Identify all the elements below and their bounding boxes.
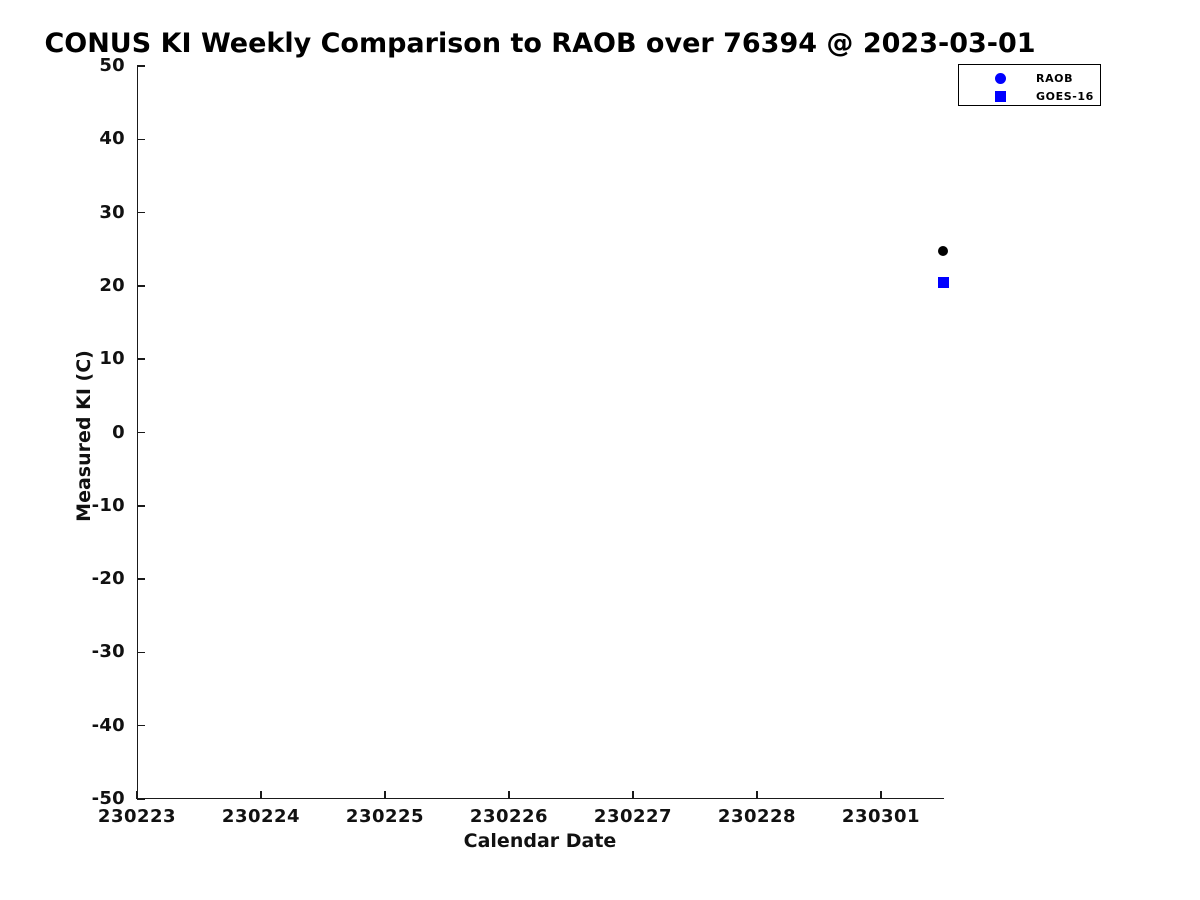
y-tick-mark [137,651,145,654]
y-tick-label: -30 [91,641,125,663]
legend: RAOB GOES-16 [958,64,1101,106]
y-tick-label: -40 [91,714,125,736]
x-tick-label: 230226 [469,806,549,827]
legend-label-goes16: GOES-16 [1036,89,1094,103]
y-tick-mark [137,431,145,434]
y-tick-label: 0 [112,421,125,443]
x-tick-label: 230228 [717,806,797,827]
y-tick-label: 40 [99,128,125,150]
x-tick-mark [880,791,882,799]
y-tick-label: -50 [91,788,125,809]
x-tick-label: 230223 [97,806,177,827]
x-tick-label: 230225 [345,806,425,827]
chart-title: CONUS KI Weekly Comparison to RAOB over … [44,28,1036,59]
x-tick-mark [632,791,634,799]
x-tick-label: 230224 [221,806,301,827]
x-tick-mark [508,791,510,799]
legend-entry-raob: RAOB [959,69,1100,87]
y-tick-label: -10 [91,494,125,516]
x-tick-mark [136,791,138,799]
y-tick-label: 20 [99,274,125,296]
goes16-square-marker-icon [995,90,1006,102]
y-tick-mark [137,505,145,507]
data-point-goes-16 [937,277,949,289]
y-tick-mark [137,138,145,141]
raob-circle-marker-icon [995,72,1006,84]
x-tick-label: 230301 [841,806,921,827]
y-tick-label: 10 [99,348,125,370]
y-tick-mark [137,65,145,67]
y-tick-mark [137,285,145,287]
x-tick-mark [384,791,386,799]
y-tick-label: -20 [91,568,125,590]
x-axis-label: Calendar Date [463,830,617,852]
data-point-raob [938,245,948,256]
x-tick-mark [260,791,262,799]
y-tick-label: 30 [99,201,125,223]
x-tick-label: 230227 [593,806,673,827]
legend-entry-goes16: GOES-16 [959,87,1100,105]
y-tick-mark [137,724,145,727]
y-tick-mark [137,578,145,580]
y-tick-mark [137,798,145,800]
y-tick-label: 50 [99,55,125,76]
y-tick-mark [137,358,145,360]
legend-label-raob: RAOB [1036,71,1074,85]
y-tick-mark [137,211,145,214]
x-axis-line [136,797,944,800]
x-tick-mark [756,791,758,799]
